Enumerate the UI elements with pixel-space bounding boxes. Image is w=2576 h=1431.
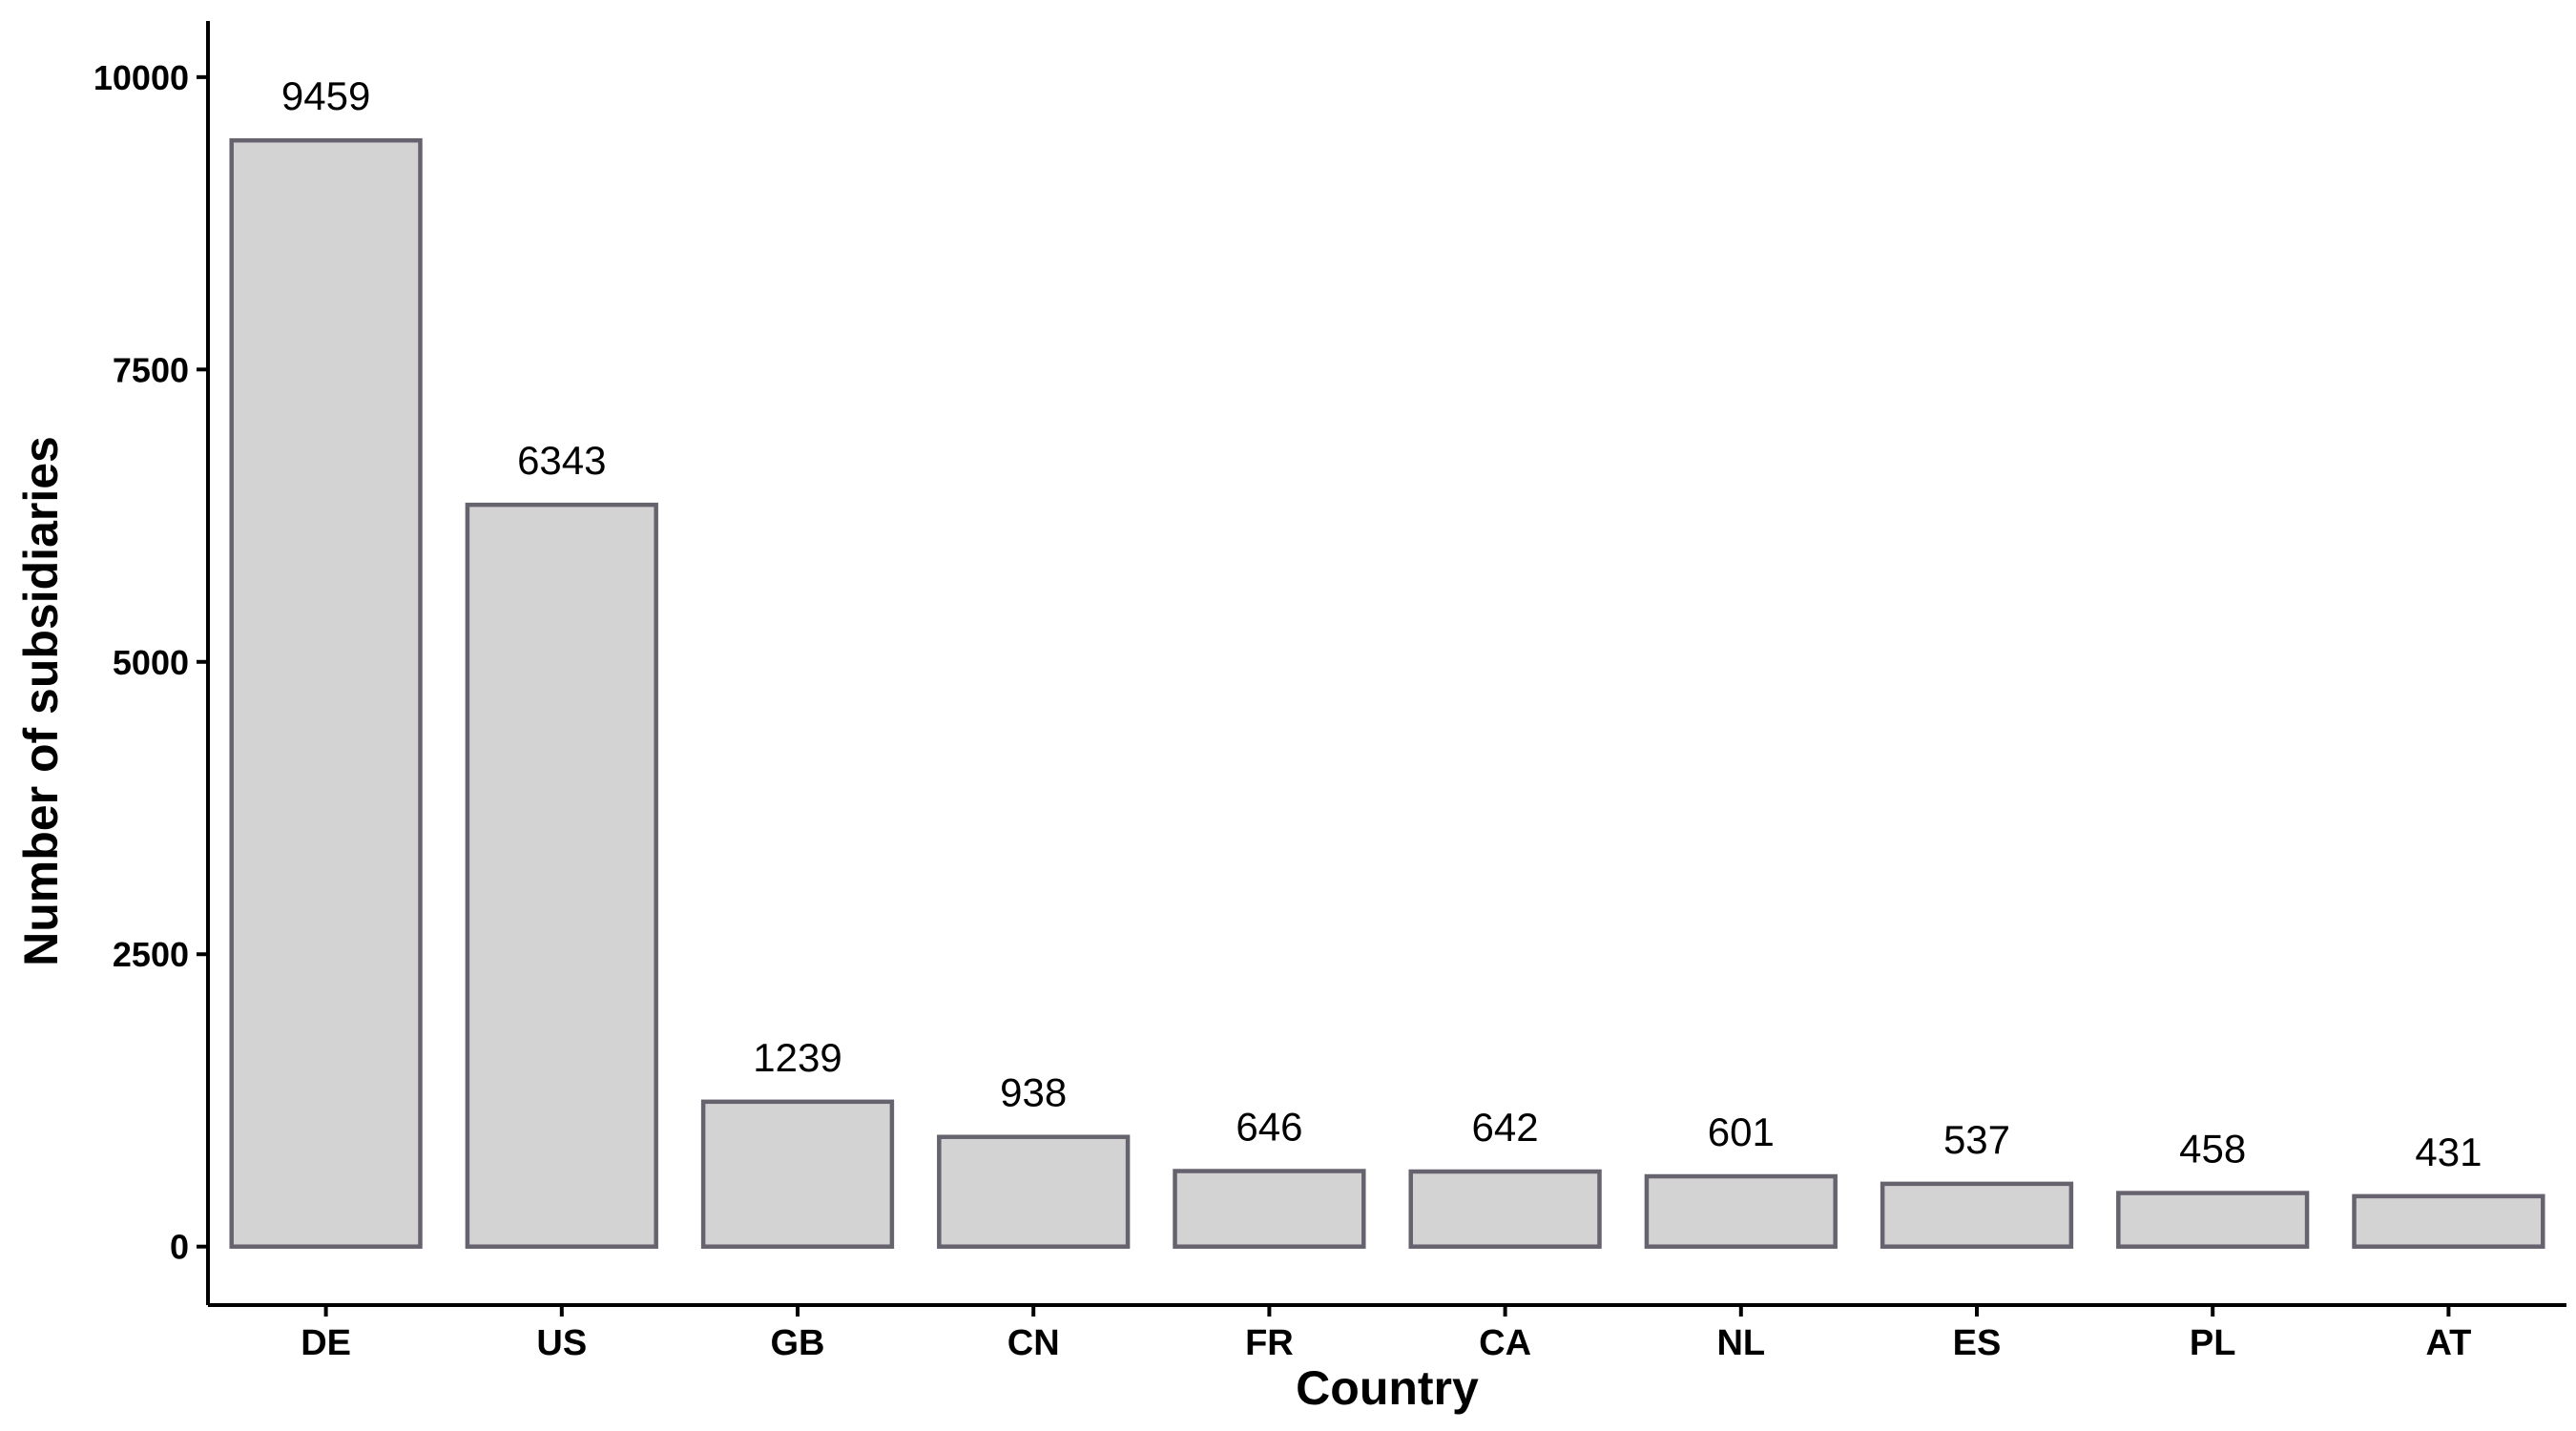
data-label-us: 6343 bbox=[517, 438, 606, 483]
y-tick-label: 10000 bbox=[93, 58, 189, 97]
y-axis: 0 2500 5000 7500 10000 bbox=[93, 21, 210, 1305]
y-tick-label: 0 bbox=[170, 1228, 189, 1267]
x-tick-label-at: AT bbox=[2425, 1323, 2471, 1363]
x-tick-label-pl: PL bbox=[2190, 1323, 2236, 1363]
x-tick-label-fr: FR bbox=[1245, 1323, 1294, 1363]
y-tick-label: 7500 bbox=[113, 350, 189, 389]
x-tick-label-gb: GB bbox=[771, 1323, 825, 1363]
x-tick-label-us: US bbox=[536, 1323, 587, 1363]
bar-pl bbox=[2116, 1191, 2310, 1249]
bar-cn bbox=[937, 1134, 1131, 1249]
bar-es bbox=[1880, 1181, 2074, 1249]
data-label-nl: 601 bbox=[1708, 1110, 1775, 1154]
bars-layer bbox=[229, 137, 2545, 1249]
x-axis: DE US GB CN FR CA NL ES PL AT bbox=[208, 1303, 2566, 1363]
data-label-ca: 642 bbox=[1472, 1105, 1539, 1150]
bar-at bbox=[2352, 1193, 2545, 1249]
y-axis-title: Number of subsidiaries bbox=[14, 436, 68, 966]
bar-nl bbox=[1644, 1173, 1838, 1249]
data-label-fr: 646 bbox=[1236, 1105, 1302, 1150]
data-label-de: 9459 bbox=[281, 73, 370, 118]
data-label-pl: 458 bbox=[2179, 1127, 2246, 1172]
x-axis-title: Country bbox=[1296, 1361, 1479, 1415]
data-label-gb: 1239 bbox=[753, 1035, 841, 1080]
bar-ca bbox=[1408, 1169, 1602, 1249]
bar-us bbox=[465, 502, 658, 1249]
bar-fr bbox=[1173, 1169, 1366, 1249]
x-tick-label-nl: NL bbox=[1716, 1323, 1765, 1363]
data-labels-layer: 9459 6343 1239 938 646 642 601 537 458 431 bbox=[281, 73, 2483, 1174]
data-label-cn: 938 bbox=[1000, 1070, 1067, 1115]
bar-gb bbox=[700, 1099, 895, 1249]
x-tick-label-es: ES bbox=[1953, 1323, 2002, 1363]
x-tick-label-cn: CN bbox=[1008, 1323, 1060, 1363]
data-label-at: 431 bbox=[2415, 1130, 2482, 1174]
x-tick-label-de: DE bbox=[301, 1323, 351, 1363]
y-tick-label: 2500 bbox=[113, 935, 189, 974]
bar-de bbox=[229, 137, 423, 1249]
y-tick-label: 5000 bbox=[113, 643, 189, 682]
x-tick-label-ca: CA bbox=[1479, 1323, 1531, 1363]
data-label-es: 537 bbox=[1943, 1117, 2010, 1162]
